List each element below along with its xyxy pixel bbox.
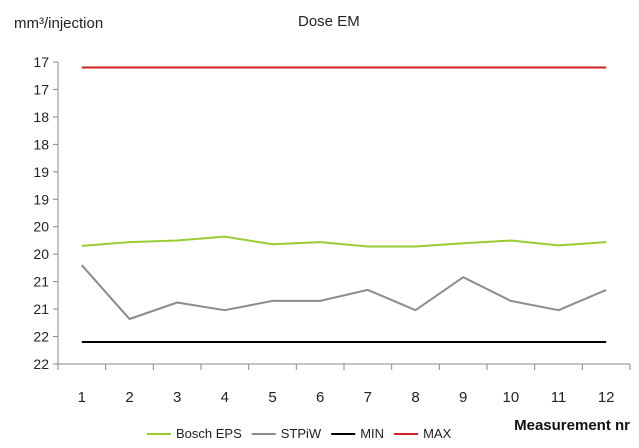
legend-label-max: MAX bbox=[423, 426, 452, 441]
x-tick-label: 11 bbox=[551, 389, 567, 406]
y-tick-label: 17 bbox=[33, 54, 49, 70]
legend: Bosch EPS STPiW MIN MAX bbox=[147, 426, 452, 441]
x-tick-label: 10 bbox=[502, 389, 519, 406]
axes bbox=[57, 62, 630, 365]
x-ticks: 1 2 3 4 5 6 7 8 9 10 11 12 bbox=[57, 364, 631, 406]
series-line-stpiw bbox=[81, 264, 607, 320]
y-axis-label-text: mm³/injection bbox=[14, 15, 103, 32]
legend-label-stpiw: STPiW bbox=[281, 426, 322, 441]
x-tick-label: 12 bbox=[598, 389, 615, 406]
y-tick-label: 19 bbox=[33, 164, 49, 180]
series-line-bosch-eps bbox=[81, 235, 607, 248]
legend-label-bosch-eps: Bosch EPS bbox=[176, 426, 242, 441]
x-tick-label: 4 bbox=[221, 389, 229, 406]
x-axis-label: Measurement nr bbox=[514, 417, 630, 434]
y-tick-label: 18 bbox=[33, 109, 49, 125]
y-tick-label: 21 bbox=[33, 301, 49, 317]
y-tick-label: 17 bbox=[33, 81, 49, 97]
x-tick-label: 5 bbox=[268, 389, 276, 406]
y-axis-label: mm³/injection bbox=[14, 15, 103, 32]
x-tick-label: 6 bbox=[316, 389, 324, 406]
x-tick-label: 2 bbox=[125, 389, 133, 406]
y-tick-label: 18 bbox=[33, 136, 49, 152]
y-ticks: 22 22 21 21 20 20 19 19 18 18 17 17 bbox=[33, 54, 58, 372]
x-tick-label: 1 bbox=[78, 389, 86, 406]
y-tick-label: 20 bbox=[33, 219, 49, 235]
x-tick-label: 3 bbox=[173, 389, 181, 406]
legend-label-min: MIN bbox=[360, 426, 384, 441]
y-tick-label: 22 bbox=[33, 356, 49, 372]
x-tick-label: 9 bbox=[459, 389, 467, 406]
x-tick-label: 7 bbox=[364, 389, 372, 406]
y-tick-label: 19 bbox=[33, 191, 49, 207]
y-tick-label: 22 bbox=[33, 329, 49, 345]
chart-title: Dose EM bbox=[298, 13, 360, 30]
series-lines bbox=[81, 66, 607, 343]
y-tick-label: 21 bbox=[33, 274, 49, 290]
y-tick-label: 20 bbox=[33, 246, 49, 262]
x-tick-label: 8 bbox=[411, 389, 419, 406]
